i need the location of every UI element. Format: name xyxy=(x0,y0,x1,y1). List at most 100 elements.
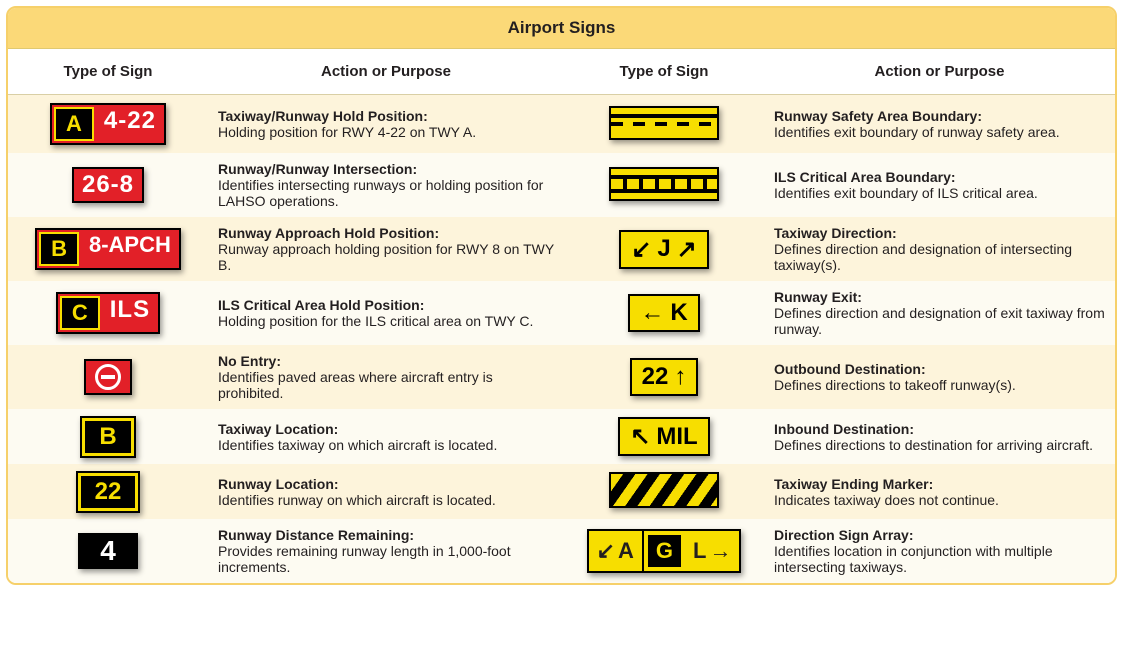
arrow-icon: ↗ xyxy=(677,235,697,264)
sign-cell-right: ↙AGL→ xyxy=(564,521,764,581)
desc-text: Defines directions to takeoff runway(s). xyxy=(774,377,1105,393)
runway-safety-marking xyxy=(609,106,719,140)
sign-cell-left xyxy=(8,351,208,403)
arrow-icon: ↙ xyxy=(631,235,651,264)
desc-heading: Runway/Runway Intersection: xyxy=(218,161,417,177)
mandatory-sign: A4-22 xyxy=(50,103,166,145)
desc-cell-right: Taxiway Ending Marker:Indicates taxiway … xyxy=(764,468,1115,516)
arrow-icon: ↖ xyxy=(630,422,650,451)
desc-heading: Inbound Destination: xyxy=(774,421,914,437)
no-entry-sign xyxy=(84,359,132,395)
table-row: No Entry:Identifies paved areas where ai… xyxy=(8,345,1115,409)
table-body: A4-22Taxiway/Runway Hold Position:Holdin… xyxy=(8,95,1115,583)
desc-heading: Direction Sign Array: xyxy=(774,527,914,543)
direction-sign: ←K xyxy=(628,294,699,332)
arrow-icon: ↑ xyxy=(674,363,686,391)
card-title: Airport Signs xyxy=(8,8,1115,49)
sign-value: 26-8 xyxy=(74,169,142,201)
ils-boundary-marking xyxy=(609,167,719,201)
sign-cell-left: 4 xyxy=(8,525,208,577)
mandatory-sign: B8-APCH xyxy=(35,228,181,270)
direction-segment: L→ xyxy=(685,531,739,571)
location-segment: G xyxy=(646,533,683,569)
mandatory-sign: 26-8 xyxy=(72,167,144,203)
desc-heading: Runway Approach Hold Position: xyxy=(218,225,439,241)
location-indicator: A xyxy=(54,107,94,141)
sign-cell-right: ↖MIL xyxy=(564,409,764,464)
desc-text: Identifies exit boundary of ILS critical… xyxy=(774,185,1105,201)
desc-heading: Taxiway Location: xyxy=(218,421,338,437)
location-sign: 22 xyxy=(78,473,139,511)
sign-value: MIL xyxy=(656,423,697,451)
desc-heading: Outbound Destination: xyxy=(774,361,926,377)
desc-cell-right: Taxiway Direction:Defines direction and … xyxy=(764,217,1115,281)
sign-value: K xyxy=(670,299,687,327)
desc-heading: Taxiway Ending Marker: xyxy=(774,476,933,492)
desc-text: Defines direction and designation of exi… xyxy=(774,305,1105,337)
sign-cell-right xyxy=(564,159,764,212)
desc-text: Identifies intersecting runways or holdi… xyxy=(218,177,554,209)
direction-sign: 22↑ xyxy=(630,358,699,396)
desc-cell-left: ILS Critical Area Hold Position:Holding … xyxy=(208,289,564,337)
sign-cell-left: 26-8 xyxy=(8,159,208,211)
sign-cell-left: A4-22 xyxy=(8,95,208,153)
desc-cell-left: Runway/Runway Intersection:Identifies in… xyxy=(208,153,564,217)
distance-sign: 4 xyxy=(78,533,138,569)
table-row: B8-APCH Runway Approach Hold Position:Run… xyxy=(8,217,1115,281)
column-headers: Type of Sign Action or Purpose Type of S… xyxy=(8,49,1115,95)
sign-cell-right: ↙J↗ xyxy=(564,222,764,277)
desc-heading: Taxiway Direction: xyxy=(774,225,897,241)
desc-cell-left: Runway Approach Hold Position:Runway app… xyxy=(208,217,564,281)
mandatory-sign: CILS xyxy=(56,292,160,334)
header-col4: Action or Purpose xyxy=(764,49,1115,94)
sign-cell-left: CILS xyxy=(8,284,208,342)
sign-cell-left: B xyxy=(8,410,208,464)
desc-cell-left: Taxiway Location:Identifies taxiway on w… xyxy=(208,413,564,461)
desc-heading: No Entry: xyxy=(218,353,281,369)
desc-text: Runway approach holding position for RWY… xyxy=(218,241,554,273)
desc-text: Defines direction and designation of int… xyxy=(774,241,1105,273)
desc-cell-right: Runway Exit:Defines direction and design… xyxy=(764,281,1115,345)
sign-cell-left: 22 xyxy=(8,465,208,519)
table-row: 26-8Runway/Runway Intersection:Identifie… xyxy=(8,153,1115,217)
desc-text: Identifies paved areas where aircraft en… xyxy=(218,369,554,401)
table-row: B Taxiway Location:Identifies taxiway on … xyxy=(8,409,1115,464)
sign-cell-right: 22↑ xyxy=(564,350,764,404)
table-row: A4-22 Taxiway/Runway Hold Position:Holdin… xyxy=(8,95,1115,153)
desc-cell-right: Inbound Destination:Defines directions t… xyxy=(764,413,1115,461)
desc-heading: Taxiway/Runway Hold Position: xyxy=(218,108,428,124)
desc-text: Provides remaining runway length in 1,00… xyxy=(218,543,554,575)
sign-value: J xyxy=(657,235,670,263)
taxiway-ending-marker xyxy=(609,472,719,508)
desc-text: Identifies taxiway on which aircraft is … xyxy=(218,437,554,453)
airport-signs-card: Airport Signs Type of Sign Action or Pur… xyxy=(6,6,1117,585)
sign-value: 22 xyxy=(642,363,669,391)
sign-value: 4-22 xyxy=(96,105,164,143)
desc-text: Identifies runway on which aircraft is l… xyxy=(218,492,554,508)
desc-text: Holding position for the ILS critical ar… xyxy=(218,313,554,329)
desc-cell-right: Direction Sign Array:Identifies location… xyxy=(764,519,1115,583)
desc-heading: ILS Critical Area Boundary: xyxy=(774,169,956,185)
desc-text: Indicates taxiway does not continue. xyxy=(774,492,1105,508)
table-row: 22 Runway Location:Identifies runway on w… xyxy=(8,464,1115,519)
desc-cell-right: Outbound Destination:Defines directions … xyxy=(764,353,1115,401)
arrow-icon: ← xyxy=(640,299,664,327)
desc-cell-left: Runway Distance Remaining:Provides remai… xyxy=(208,519,564,583)
desc-text: Identifies location in conjunction with … xyxy=(774,543,1105,575)
desc-cell-right: ILS Critical Area Boundary:Identifies ex… xyxy=(764,161,1115,209)
desc-heading: ILS Critical Area Hold Position: xyxy=(218,297,424,313)
desc-cell-left: Taxiway/Runway Hold Position:Holding pos… xyxy=(208,100,564,148)
direction-sign-array: ↙AGL→ xyxy=(587,529,742,573)
desc-cell-left: Runway Location:Identifies runway on whi… xyxy=(208,468,564,516)
direction-segment: ↙A xyxy=(589,531,644,571)
location-sign: B xyxy=(82,418,133,456)
direction-sign: ↖MIL xyxy=(618,417,709,456)
header-col2: Action or Purpose xyxy=(208,49,564,94)
sign-value: 8-APCH xyxy=(81,230,179,268)
desc-heading: Runway Location: xyxy=(218,476,339,492)
desc-heading: Runway Distance Remaining: xyxy=(218,527,414,543)
direction-sign: ↙J↗ xyxy=(619,230,709,269)
desc-heading: Runway Safety Area Boundary: xyxy=(774,108,982,124)
sign-cell-left: B8-APCH xyxy=(8,220,208,278)
header-col3: Type of Sign xyxy=(564,49,764,94)
